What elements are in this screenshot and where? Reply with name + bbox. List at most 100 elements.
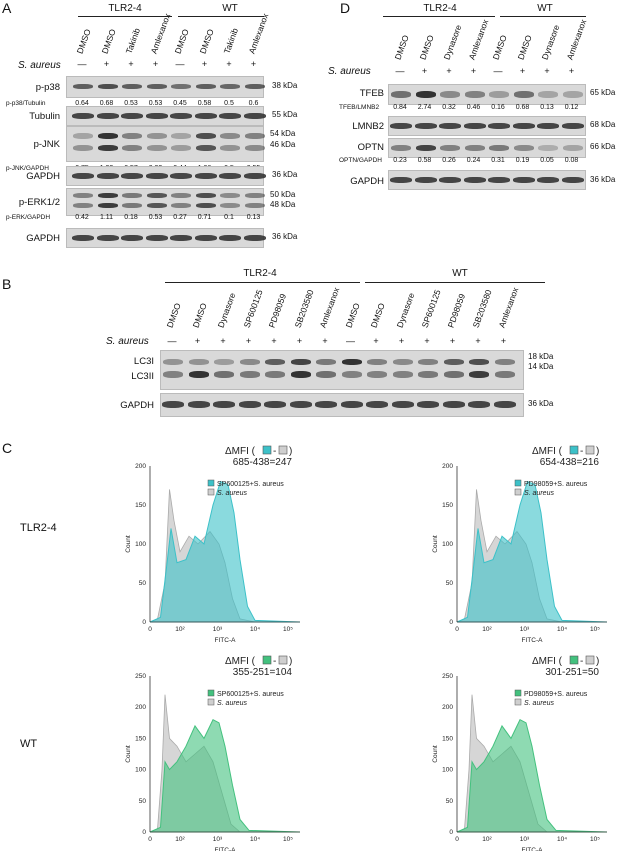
d-blot-tfeb-band-5 (513, 91, 534, 98)
b-blot-gapdh-band-10 (417, 401, 439, 408)
d-blot-lmnb2-band-2 (439, 123, 461, 129)
d-quant-0-2: 0.32 (442, 104, 456, 111)
a-blot-pjnk-band-6 (220, 133, 240, 139)
a-lane-label-1: DMSO (99, 27, 118, 55)
a-blot-perk (66, 188, 265, 216)
d-lane-label-5: DMSO (515, 33, 534, 61)
d-sign-7: + (568, 66, 575, 76)
flow-plot-1-x-tick-3: 10⁴ (557, 626, 567, 633)
b-lane-label-13: Amlexanox (496, 286, 520, 329)
a-blot-pp38-band-5 (195, 84, 216, 89)
panel-b-group-wt: WT (452, 268, 468, 279)
d-quant-1-7: 0.08 (564, 157, 579, 164)
d-quant-0-7: 0.12 (564, 104, 579, 111)
a-blot-pjnk-band-1 (97, 133, 118, 139)
a-blot-gapdh-2-band-4 (170, 235, 192, 241)
a-blot-pp38-band-7 (244, 84, 265, 89)
flow-plot-0-gray-histogram (149, 489, 300, 623)
panel-d-group-tlr-line (383, 16, 495, 17)
a-blot-gapdh-1-band-5 (194, 173, 217, 179)
flow-plot-2-legend-swatch-control (207, 698, 215, 706)
d-blot-optn-band-5 (513, 145, 534, 151)
a-row-pjnk: p-JNK (33, 139, 60, 150)
a-quant-2-5: 0.71 (197, 214, 212, 221)
d-quant-1-5: 0.19 (515, 157, 530, 164)
flow-plot-3-treated-histogram (456, 719, 608, 833)
a-blot-tubulin (66, 106, 266, 126)
d-blot-optn-band-0 (391, 145, 411, 151)
a-blot-gapdh-1-band-6 (219, 173, 241, 179)
flow-plot-1-y-tick-0: 200 (442, 463, 453, 470)
d-row-gapdh: GAPDH (350, 176, 384, 187)
b-kda-gapdh: 36 kDa (528, 399, 554, 408)
flow-plot-1-delta-minus: - (580, 446, 583, 457)
a-qlabel-1: p-p38/Tubulin (6, 100, 46, 107)
flow-plot-0-delta-swatch-color (262, 445, 272, 455)
a-blot-perk-band-6 (220, 193, 240, 198)
flow-plot-3-x-tick-2: 10³ (520, 836, 530, 843)
b-kda-lc3-2: 14 kDa (528, 362, 554, 371)
a-blot-perk-band-4 (171, 193, 191, 198)
flow-plot-1-x-tick-2: 10³ (520, 626, 530, 633)
flow-plot-0-x-tick-0: 0 (148, 626, 152, 633)
d-blot-lmnb2-band-0 (390, 123, 412, 129)
flow-plot-1-delta-label: ΔMFI ( (532, 446, 563, 457)
d-blot-optn-band-4 (489, 145, 509, 151)
a-blot-pjnk-band-3 (146, 133, 167, 139)
flow-plot-1-delta-calc: 654-438=216 (540, 457, 600, 468)
a-blot-gapdh-2 (66, 228, 266, 248)
flow-plot-2-legend-control: S. aureus (217, 700, 247, 707)
a-blot-pjnk-band-6 (220, 145, 240, 151)
flow-plot-3-x-tick-3: 10⁴ (557, 836, 567, 843)
flow-plot-0-legend-swatch-control (207, 488, 215, 496)
b-blot-gapdh-band-13 (493, 401, 516, 408)
d-lane-label-0: DMSO (392, 33, 411, 61)
flow-plot-0-treated-histogram (149, 480, 301, 623)
d-quant-0-0: 0.84 (393, 104, 407, 111)
d-lane-label-3: Amlexanox (466, 18, 490, 61)
a-blot-gapdh-1-band-1 (96, 173, 119, 179)
a-blot-gapdh-2-band-7 (243, 235, 266, 241)
flow-plot-0-y-tick-2: 100 (135, 541, 146, 548)
a-kda-gapdh-2: 36 kDa (272, 232, 298, 241)
panel-a-group-wt-line (178, 16, 264, 17)
d-row-lmnb2: LMNB2 (352, 121, 384, 132)
b-blot-lc3-band-1 (188, 371, 209, 378)
a-row-tubulin: Tubulin (29, 111, 60, 122)
d-qlabel-2: OPTN/GAPDH (339, 157, 382, 164)
flow-plot-1-delta-swatch-color (569, 445, 579, 455)
d-blot-tfeb-band-0 (391, 91, 411, 98)
a-blot-perk-band-5 (195, 193, 216, 198)
flow-plot-1-delta-close: ) (596, 446, 599, 457)
b-row-lc3i: LC3I (133, 356, 154, 367)
a-blot-pp38 (66, 76, 265, 98)
a-blot-pp38-band-6 (220, 84, 240, 89)
a-blot-gapdh-1-band-3 (145, 173, 168, 179)
flow-plot-0-delta-label: ΔMFI ( (225, 446, 256, 457)
a-sign-7: + (250, 59, 257, 69)
a-blot-tubulin-band-7 (243, 113, 266, 119)
a-blot-pp38-band-2 (122, 84, 142, 89)
d-blot-optn-band-1 (415, 145, 436, 151)
a-lane-label-3: Amlexanox (148, 12, 172, 55)
b-lane-label-7: DMSO (343, 301, 362, 329)
flow-plot-2-delta-calc: 355-251=104 (233, 667, 293, 678)
flow-plot-2-y-label: Count (125, 745, 132, 763)
d-blot-optn (388, 138, 586, 158)
b-lane-label-8: DMSO (368, 301, 387, 329)
a-blot-pjnk-band-5 (195, 133, 216, 139)
a-blot-gapdh-2-band-2 (121, 235, 143, 241)
b-blot-gapdh-band-12 (468, 401, 490, 408)
d-blot-tfeb-band-1 (415, 91, 436, 98)
d-lane-label-6: Dynasore (539, 23, 562, 61)
flow-plot-0-y-tick-3: 50 (139, 580, 147, 587)
flow-plot-2-delta-label: ΔMFI ( (225, 656, 256, 667)
b-lane-label-3: SP600125 (241, 288, 265, 329)
flow-plot-3-delta-label: ΔMFI ( (532, 656, 563, 667)
flow-plot-2-x-tick-1: 10² (175, 836, 185, 843)
flow-plot-1-y-tick-3: 50 (446, 580, 454, 587)
d-blot-tfeb-band-4 (489, 91, 509, 98)
b-lane-label-11: PD98059 (445, 292, 467, 329)
a-blot-perk-band-3 (146, 193, 167, 198)
a-blot-perk-band-7 (244, 203, 265, 208)
